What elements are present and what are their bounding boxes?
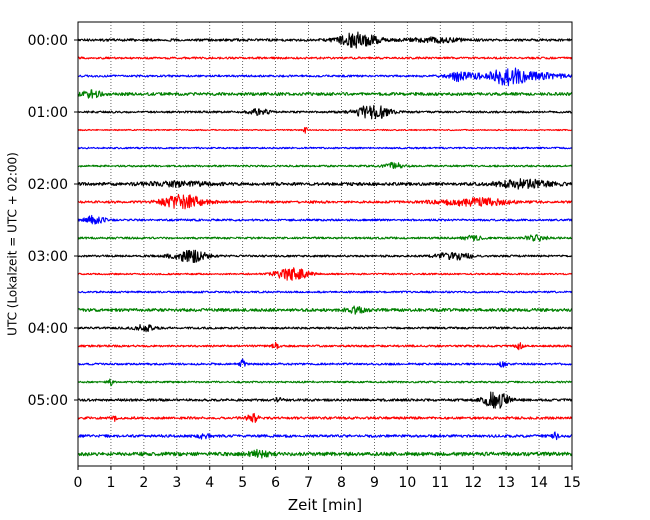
trace-line bbox=[77, 104, 573, 120]
vertical-grid bbox=[110, 22, 540, 466]
trace-line bbox=[77, 214, 573, 225]
trace-line bbox=[77, 146, 573, 150]
trace-line bbox=[77, 161, 573, 169]
x-tick-label: 13 bbox=[497, 475, 515, 491]
trace-line bbox=[77, 234, 573, 242]
trace-line bbox=[77, 31, 573, 49]
x-tick-label: 15 bbox=[563, 475, 581, 491]
y-tick-label: 00:00 bbox=[28, 33, 68, 49]
trace-line bbox=[77, 448, 573, 459]
y-tick-label: 03:00 bbox=[28, 249, 68, 265]
trace-line bbox=[77, 431, 573, 441]
trace-line bbox=[77, 56, 573, 60]
trace-line bbox=[77, 193, 573, 210]
x-axis-label: Zeit [min] bbox=[288, 496, 362, 514]
y-tick-label: 04:00 bbox=[28, 321, 68, 337]
trace-line bbox=[77, 89, 573, 99]
trace-group bbox=[77, 31, 573, 459]
trace-line bbox=[77, 412, 573, 423]
trace-line bbox=[77, 178, 573, 190]
x-tick-label: 12 bbox=[464, 475, 482, 491]
x-tick-label: 0 bbox=[74, 475, 83, 491]
trace-line bbox=[77, 378, 573, 387]
x-tick-label: 4 bbox=[205, 475, 214, 491]
x-axis-ticks: 0 1 2 3 4 5 6 7 8 9 10 11 12 13 14 15 bbox=[74, 466, 581, 491]
x-tick-label: 6 bbox=[271, 475, 280, 491]
plot-frame bbox=[77, 21, 573, 467]
x-tick-label: 5 bbox=[238, 475, 247, 491]
trace-line bbox=[77, 249, 573, 264]
x-tick-label: 14 bbox=[530, 475, 548, 491]
x-tick-label: 8 bbox=[337, 475, 346, 491]
y-axis-ticks: 00:00 01:00 02:00 03:00 04:00 05:00 bbox=[28, 33, 78, 409]
x-tick-label: 2 bbox=[139, 475, 148, 491]
trace-line bbox=[77, 341, 573, 351]
trace-line bbox=[77, 358, 573, 368]
x-tick-label: 3 bbox=[172, 475, 181, 491]
trace-line bbox=[77, 267, 573, 281]
trace-line bbox=[77, 67, 573, 87]
x-tick-label: 9 bbox=[370, 475, 379, 491]
trace-line bbox=[77, 305, 573, 315]
x-tick-label: 10 bbox=[398, 475, 416, 491]
y-tick-label: 05:00 bbox=[28, 393, 68, 409]
x-tick-label: 1 bbox=[106, 475, 115, 491]
y-tick-label: 01:00 bbox=[28, 105, 68, 121]
trace-line bbox=[77, 324, 573, 333]
x-tick-label: 11 bbox=[431, 475, 449, 491]
trace-line bbox=[77, 290, 573, 294]
trace-line bbox=[77, 126, 573, 134]
y-axis-label: UTC (Lokalzeit = UTC + 02:00) bbox=[6, 152, 20, 336]
y-tick-label: 02:00 bbox=[28, 177, 68, 193]
trace-line bbox=[77, 391, 573, 409]
x-tick-label: 7 bbox=[304, 475, 313, 491]
